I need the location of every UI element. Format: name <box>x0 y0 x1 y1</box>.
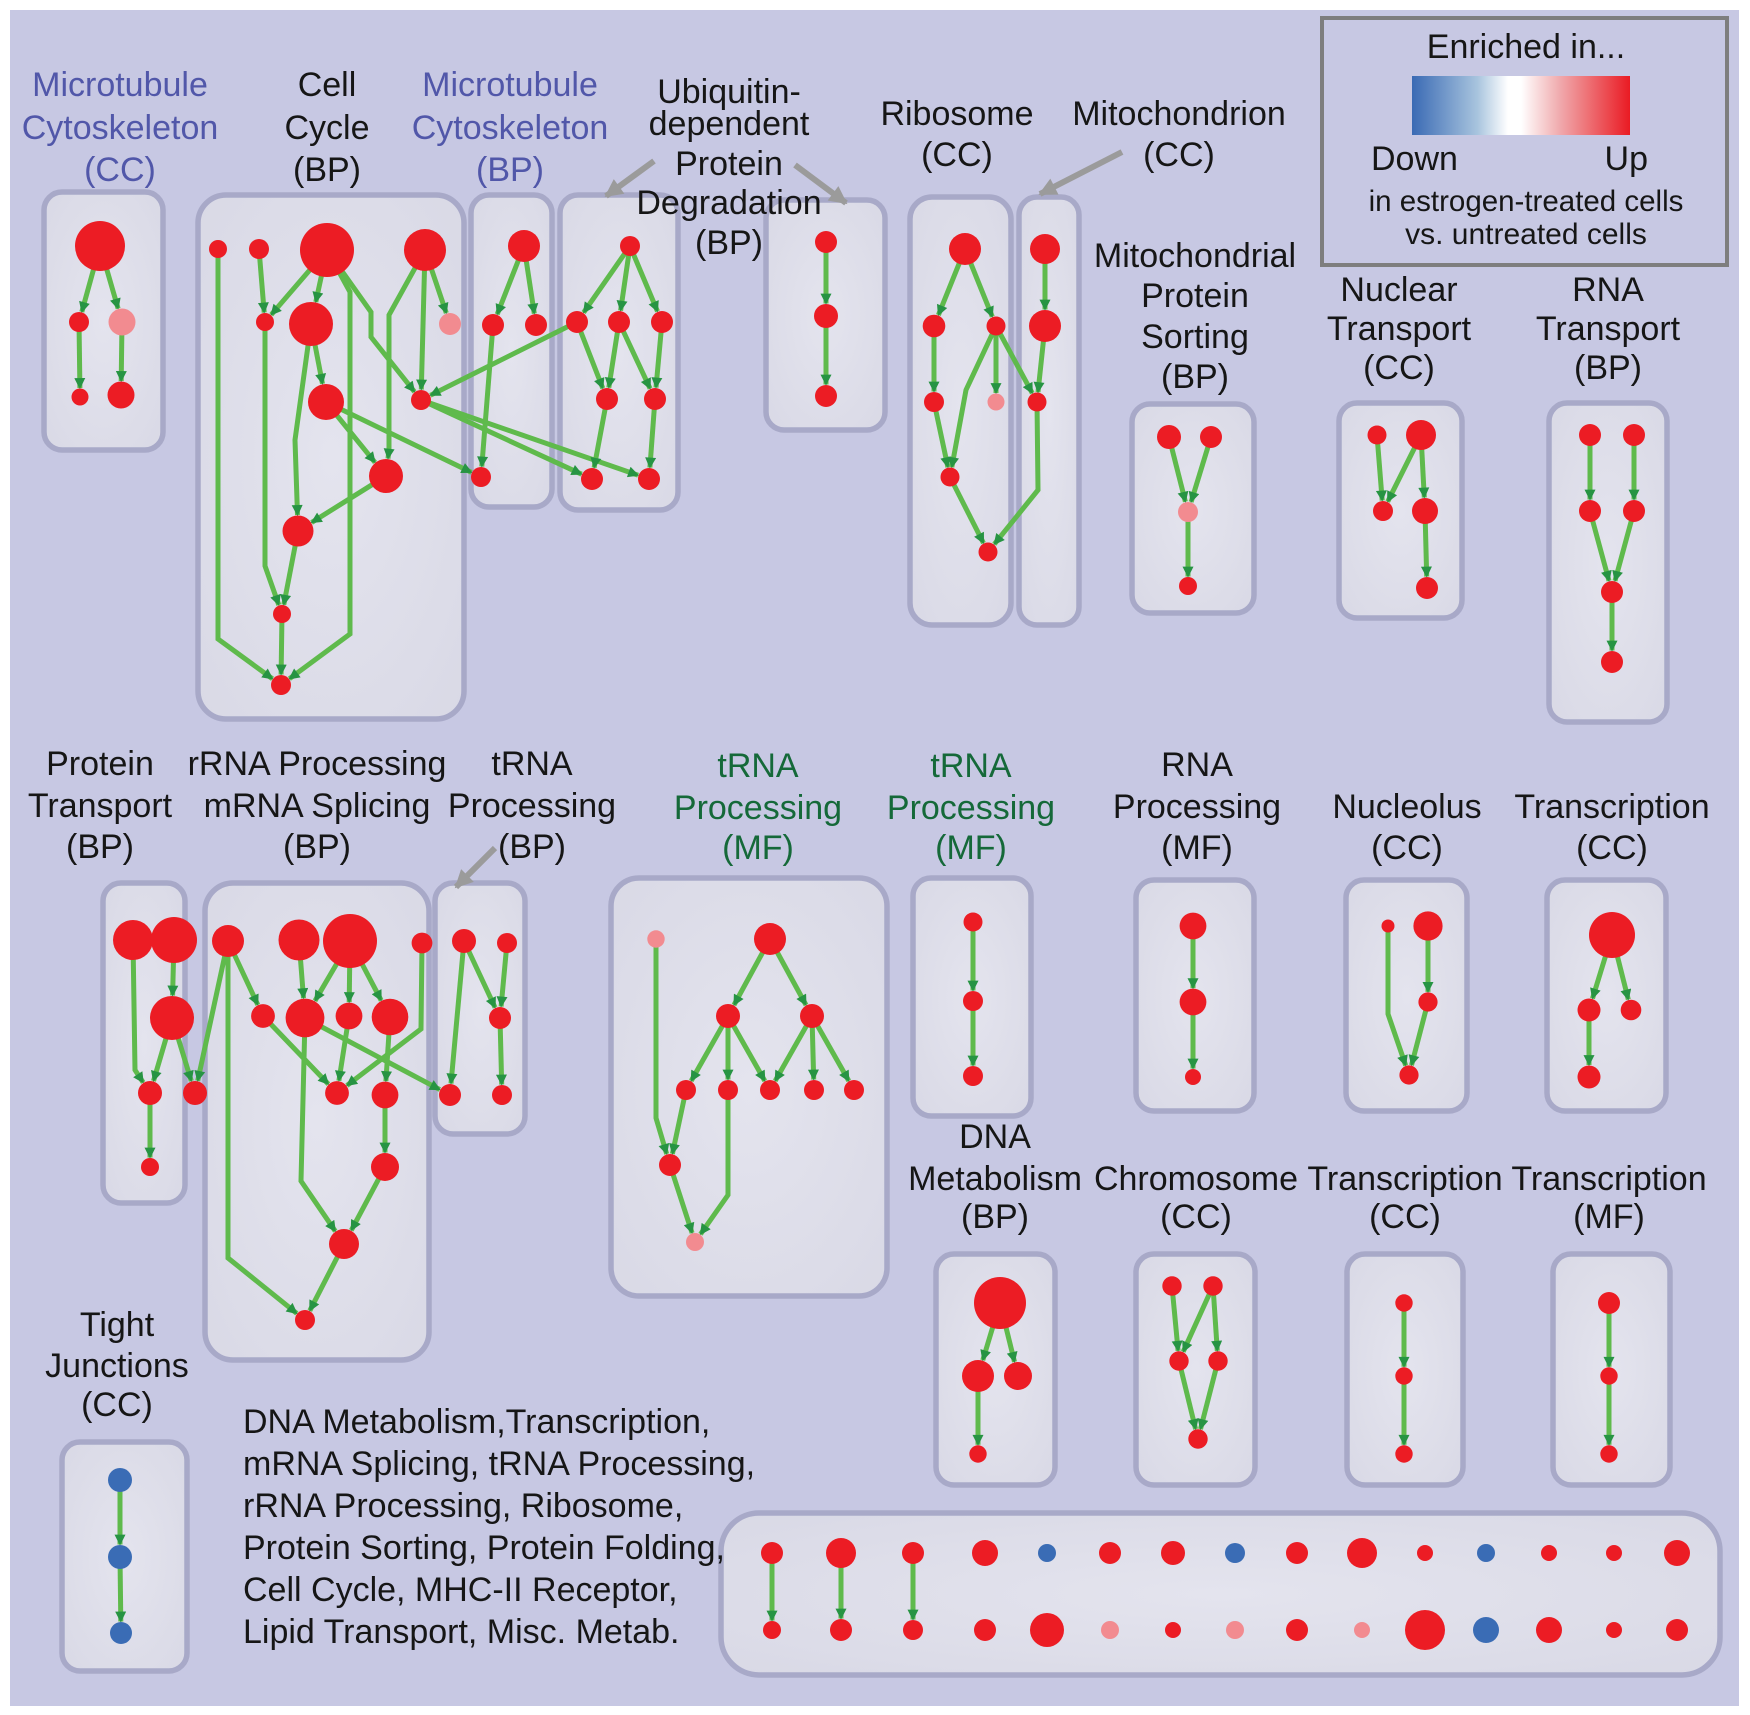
svg-text:tRNA: tRNA <box>491 745 573 783</box>
svg-text:(BP): (BP) <box>66 828 134 866</box>
svg-text:Transport: Transport <box>28 787 173 825</box>
svg-text:Transcription: Transcription <box>1307 1160 1502 1198</box>
svg-text:(BP): (BP) <box>293 151 361 189</box>
svg-text:Junctions: Junctions <box>45 1347 189 1385</box>
svg-text:mRNA Splicing: mRNA Splicing <box>204 787 431 825</box>
svg-text:Mitochondrial: Mitochondrial <box>1094 237 1296 275</box>
svg-text:Up: Up <box>1605 140 1648 178</box>
svg-text:Transport: Transport <box>1536 310 1681 348</box>
svg-text:Cytoskeleton: Cytoskeleton <box>412 109 609 147</box>
svg-text:Sorting: Sorting <box>1141 318 1249 356</box>
svg-text:vs. untreated cells: vs. untreated cells <box>1405 218 1647 251</box>
svg-text:(BP): (BP) <box>283 828 351 866</box>
svg-text:(BP): (BP) <box>961 1198 1029 1236</box>
svg-text:Lipid Transport, Misc. Metab.: Lipid Transport, Misc. Metab. <box>243 1613 680 1651</box>
svg-text:Cycle: Cycle <box>284 109 369 147</box>
svg-text:Ribosome: Ribosome <box>880 95 1033 133</box>
svg-text:Protein: Protein <box>675 145 783 183</box>
svg-text:Processing: Processing <box>674 789 842 827</box>
svg-text:Ubiquitin-: Ubiquitin- <box>657 73 801 111</box>
svg-text:Microtubule: Microtubule <box>32 66 208 104</box>
svg-text:(CC): (CC) <box>1160 1198 1232 1236</box>
svg-text:Cell: Cell <box>298 66 357 104</box>
svg-text:Microtubule: Microtubule <box>422 66 598 104</box>
svg-text:Processing: Processing <box>887 789 1055 827</box>
svg-text:Transcription: Transcription <box>1511 1160 1706 1198</box>
svg-text:(BP): (BP) <box>498 828 566 866</box>
svg-text:(CC): (CC) <box>1363 349 1435 387</box>
svg-text:rRNA Processing, Ribosome,: rRNA Processing, Ribosome, <box>243 1487 683 1525</box>
svg-text:dependent: dependent <box>649 105 810 143</box>
svg-text:(CC): (CC) <box>84 151 156 189</box>
svg-text:rRNA Processing: rRNA Processing <box>188 745 447 783</box>
svg-text:tRNA: tRNA <box>717 747 799 785</box>
svg-text:(BP): (BP) <box>695 224 763 262</box>
svg-text:Processing: Processing <box>448 787 616 825</box>
svg-text:Processing: Processing <box>1113 788 1281 826</box>
svg-text:Down: Down <box>1371 140 1458 178</box>
svg-text:(CC): (CC) <box>1371 829 1443 867</box>
svg-text:RNA: RNA <box>1572 271 1644 309</box>
svg-text:(BP): (BP) <box>1574 349 1642 387</box>
svg-text:Cytoskeleton: Cytoskeleton <box>22 109 219 147</box>
svg-text:(MF): (MF) <box>1161 829 1233 867</box>
svg-text:Cell Cycle, MHC-II Receptor,: Cell Cycle, MHC-II Receptor, <box>243 1571 678 1609</box>
svg-text:DNA: DNA <box>959 1118 1031 1156</box>
svg-text:in estrogen-treated cells: in estrogen-treated cells <box>1369 185 1684 218</box>
svg-text:Chromosome: Chromosome <box>1094 1160 1298 1198</box>
svg-text:DNA Metabolism,Transcription,: DNA Metabolism,Transcription, <box>243 1403 710 1441</box>
svg-text:Nuclear: Nuclear <box>1340 271 1457 309</box>
svg-text:RNA: RNA <box>1161 746 1233 784</box>
svg-text:Enriched in...: Enriched in... <box>1427 28 1625 66</box>
svg-text:tRNA: tRNA <box>930 747 1012 785</box>
svg-text:Mitochondrion: Mitochondrion <box>1072 95 1286 133</box>
svg-text:(BP): (BP) <box>476 151 544 189</box>
svg-text:(CC): (CC) <box>1369 1198 1441 1236</box>
svg-text:Protein: Protein <box>46 745 154 783</box>
svg-text:(MF): (MF) <box>1573 1198 1645 1236</box>
svg-text:Degradation: Degradation <box>636 184 821 222</box>
svg-text:(CC): (CC) <box>921 136 993 174</box>
svg-text:Protein Sorting, Protein Foldi: Protein Sorting, Protein Folding, <box>243 1529 725 1567</box>
svg-text:(MF): (MF) <box>935 829 1007 867</box>
svg-text:mRNA Splicing, tRNA Processing: mRNA Splicing, tRNA Processing, <box>243 1445 755 1483</box>
svg-text:(MF): (MF) <box>722 829 794 867</box>
svg-text:Protein: Protein <box>1141 277 1249 315</box>
svg-text:Metabolism: Metabolism <box>908 1160 1082 1198</box>
svg-text:Nucleolus: Nucleolus <box>1332 788 1481 826</box>
svg-text:(CC): (CC) <box>1576 829 1648 867</box>
svg-text:Transcription: Transcription <box>1514 788 1709 826</box>
svg-text:Tight: Tight <box>80 1306 155 1344</box>
svg-text:Transport: Transport <box>1327 310 1472 348</box>
svg-text:(CC): (CC) <box>81 1386 153 1424</box>
svg-text:(CC): (CC) <box>1143 136 1215 174</box>
svg-text:(BP): (BP) <box>1161 358 1229 396</box>
